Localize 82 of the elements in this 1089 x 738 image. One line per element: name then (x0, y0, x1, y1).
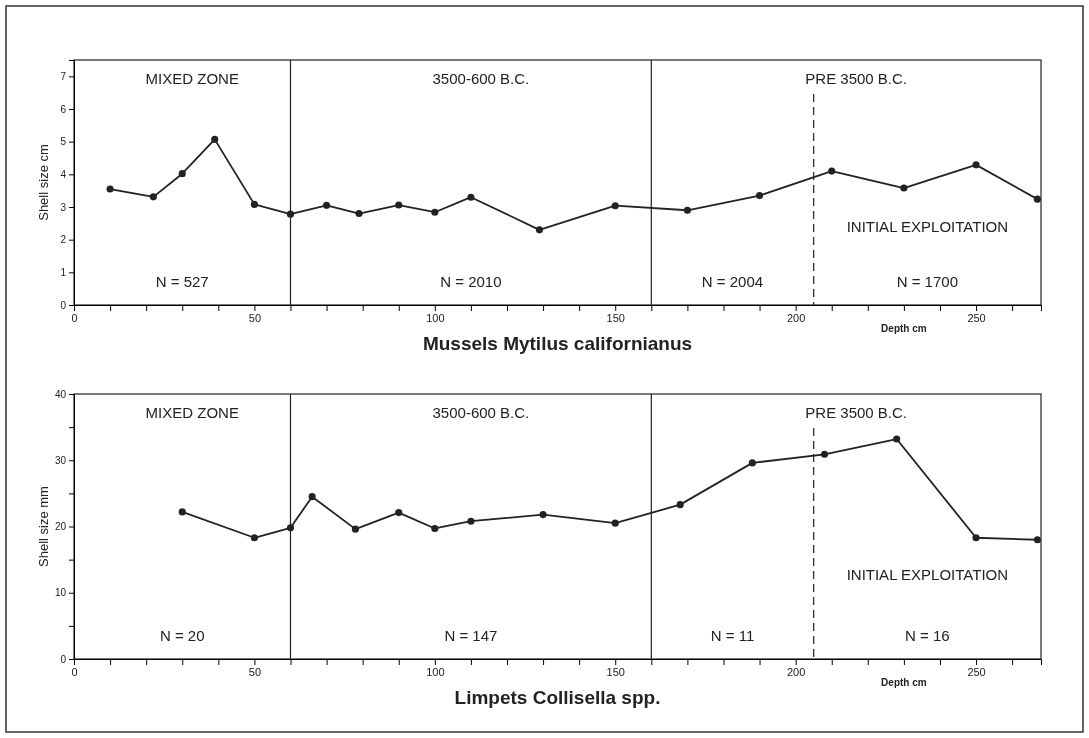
x-tick-label: 50 (248, 311, 262, 324)
annotation: 3500-600 B.C. (432, 70, 530, 87)
point (828, 167, 836, 175)
x-axis-title: Depth cm (881, 677, 927, 688)
annotation: N = 147 (444, 627, 498, 644)
x-tick-label: 50 (248, 665, 262, 678)
y-tick-label: 4 (60, 169, 67, 181)
y-axis-title: Shell size mm (36, 486, 51, 567)
y-tick-label: 30 (54, 454, 67, 466)
point (893, 435, 901, 443)
y-tick-label: 10 (54, 587, 67, 599)
y-tick-label: 7 (60, 71, 67, 83)
point (467, 193, 475, 201)
annotation: MIXED ZONE (145, 404, 239, 421)
y-tick-label: 0 (60, 653, 67, 665)
x-tick-label: 150 (606, 665, 625, 678)
point (178, 170, 186, 178)
x-tick-label: 100 (426, 311, 445, 324)
annotation: N = 527 (155, 273, 209, 290)
point (286, 210, 295, 218)
x-tick-label: 200 (786, 665, 806, 678)
point (535, 226, 544, 234)
point (149, 193, 157, 201)
x-tick-label: 0 (71, 665, 78, 678)
annotation: N = 16 (905, 627, 950, 644)
x-tick-label: 250 (967, 665, 986, 678)
point (250, 200, 258, 208)
x-axis-title: Depth cm (881, 323, 927, 334)
y-tick-label: 6 (60, 103, 67, 115)
point (467, 517, 475, 525)
annotation: INITIAL EXPLOITATION (846, 565, 1009, 583)
point (972, 534, 980, 542)
annotation: N = 1700 (896, 273, 958, 290)
point (611, 202, 619, 210)
point (308, 493, 316, 501)
point (431, 208, 439, 216)
point (323, 201, 331, 209)
point (1033, 536, 1041, 544)
x-tick-label: 200 (786, 311, 806, 324)
annotation: MIXED ZONE (145, 70, 239, 87)
x-tick-label: 150 (606, 311, 625, 324)
point (972, 161, 980, 169)
point (611, 519, 619, 527)
y-axis-title: Shell size cm (36, 144, 51, 221)
point (395, 509, 403, 517)
point (539, 511, 547, 519)
point (250, 534, 258, 542)
point (286, 524, 295, 532)
annotation: 3500-600 B.C. (432, 404, 530, 421)
annotation: PRE 3500 B.C. (805, 404, 908, 421)
x-tick-label: 250 (967, 311, 986, 324)
point (106, 185, 114, 193)
y-tick-label: 5 (60, 136, 67, 148)
point (755, 192, 764, 200)
point (1033, 195, 1041, 203)
point (676, 501, 684, 509)
point (178, 508, 186, 516)
y-tick-label: 1 (60, 267, 67, 279)
point (431, 524, 439, 533)
y-tick-label: 3 (60, 201, 67, 213)
annotation: N = 20 (159, 627, 205, 644)
point (900, 184, 908, 192)
annotation: PRE 3500 B.C. (805, 70, 908, 87)
y-tick-label: 20 (54, 521, 67, 533)
point (395, 201, 403, 209)
x-tick-label: 0 (71, 311, 78, 324)
y-tick-label: 40 (54, 388, 67, 400)
y-tick-label: 0 (60, 299, 67, 311)
text: Limpets Collisella spp. (454, 687, 661, 708)
point (820, 450, 829, 458)
annotation: N = 2010 (440, 273, 502, 290)
annotation: INITIAL EXPLOITATION (846, 217, 1009, 235)
point (355, 209, 363, 218)
point (683, 206, 691, 214)
text: Mussels Mytilus californianus (422, 333, 693, 354)
point (211, 135, 219, 143)
point (748, 459, 756, 467)
y-tick-label: 2 (60, 234, 67, 246)
annotation: N = 2004 (701, 273, 764, 290)
point (351, 525, 360, 533)
annotation: N = 11 (710, 627, 755, 644)
x-tick-label: 100 (426, 665, 445, 678)
